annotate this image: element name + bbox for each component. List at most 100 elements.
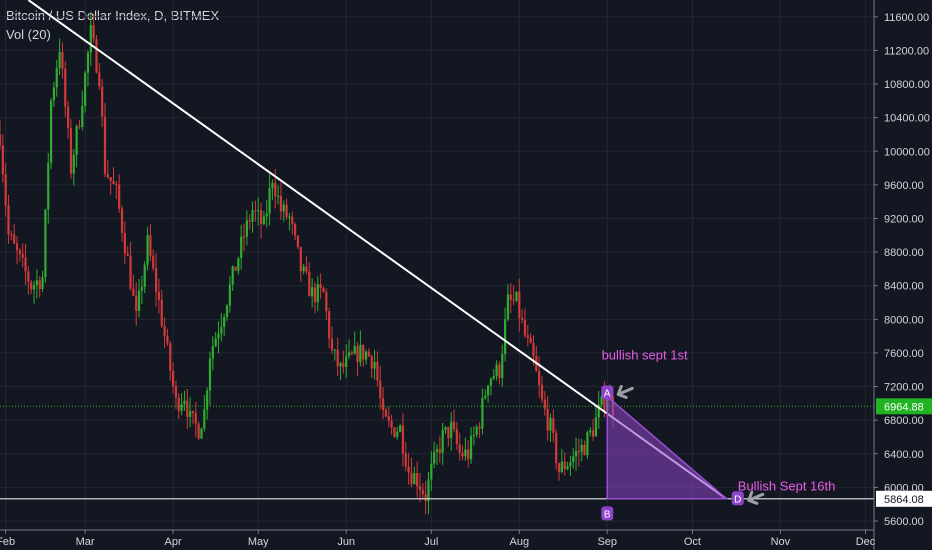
candle-body	[591, 430, 595, 437]
candle-body	[169, 343, 172, 371]
candle-body	[342, 363, 345, 367]
candle-body	[200, 428, 203, 439]
candle-body	[330, 338, 334, 351]
candle-body	[206, 390, 209, 410]
candle-body	[597, 404, 600, 418]
time-tick-label: Feb	[0, 536, 15, 548]
price-tick-label: 6400.00	[884, 449, 924, 461]
candle-body	[464, 449, 467, 457]
candle-body	[333, 349, 336, 351]
candle-body	[223, 317, 226, 327]
candle-body	[67, 106, 70, 128]
candle-body	[435, 449, 439, 452]
candle-body	[7, 205, 10, 235]
candle-body	[203, 409, 206, 429]
candle-body	[95, 38, 98, 73]
candle-body	[569, 462, 572, 467]
candle-body	[81, 105, 84, 127]
candle-body	[370, 356, 373, 369]
price-tag-bg	[876, 490, 932, 507]
candle-body	[407, 466, 410, 473]
candle-body	[311, 287, 314, 297]
candle-body	[78, 126, 81, 128]
candle-body	[24, 257, 27, 272]
candle-body	[64, 68, 67, 107]
candle-body	[574, 451, 578, 457]
candle-body	[118, 184, 121, 209]
candle-body	[143, 264, 146, 288]
candle-body	[15, 243, 19, 251]
price-tick-label: 8000.00	[884, 314, 924, 326]
candle-body	[30, 282, 33, 290]
candle-body	[543, 399, 546, 409]
marker-badge	[601, 506, 614, 521]
candle-body	[540, 384, 544, 400]
candle-body	[416, 473, 419, 487]
candle-body	[268, 188, 271, 214]
time-tick-label: Dec	[856, 536, 876, 548]
candle-body	[362, 344, 365, 360]
candle-body	[427, 479, 430, 502]
candle-body	[149, 235, 152, 256]
candle-body	[146, 235, 149, 265]
annotation-label: bullish sept 1st	[602, 348, 688, 363]
candle-body	[126, 253, 129, 256]
candle-body	[294, 224, 297, 236]
candle-body	[359, 344, 362, 363]
candle-body	[373, 362, 376, 369]
candle-body	[472, 434, 475, 436]
candle-body	[220, 326, 223, 334]
candle-body	[523, 320, 527, 336]
candle-body	[316, 284, 319, 303]
candle-body	[529, 337, 532, 344]
candle-body	[296, 235, 300, 248]
marker-label: D	[734, 494, 741, 505]
candle-body	[580, 444, 583, 452]
candle-body	[234, 266, 237, 271]
triangle-pattern	[606, 395, 729, 500]
candle-body	[299, 247, 302, 272]
candle-body	[21, 253, 24, 258]
candle-body	[75, 126, 78, 155]
candle-body	[4, 174, 7, 206]
candle-body	[112, 180, 115, 184]
candle-body	[279, 195, 283, 212]
candle-body	[35, 280, 38, 286]
candle-body	[191, 411, 195, 413]
candle-body	[194, 412, 197, 424]
candle-body	[120, 208, 124, 233]
candle-body	[319, 284, 322, 289]
candle-body	[384, 410, 388, 417]
candle-body	[467, 449, 470, 460]
candle-body	[572, 456, 575, 463]
candle-body	[555, 432, 558, 464]
candle-body	[498, 364, 501, 379]
candle-body	[504, 319, 507, 354]
candle-body	[350, 352, 353, 354]
candle-body	[538, 371, 541, 385]
candle-body	[180, 404, 183, 411]
current-price-tag: 6964.88	[876, 398, 932, 415]
candle-body	[129, 255, 132, 289]
candle-body	[189, 411, 192, 417]
time-tick-label: Nov	[771, 536, 791, 548]
candle-body	[135, 295, 138, 311]
candle-body	[84, 72, 87, 106]
candle-body	[594, 417, 598, 437]
candle-body	[566, 466, 569, 470]
candle-body	[248, 220, 251, 222]
volume-indicator-label[interactable]: Vol (20)	[6, 27, 51, 42]
candle-body	[379, 380, 382, 399]
candle-body	[13, 234, 16, 244]
candle-body	[254, 210, 257, 212]
candle-body	[0, 134, 2, 146]
candle-body	[557, 463, 561, 473]
marker-badge	[731, 491, 744, 506]
candle-body	[240, 236, 243, 259]
candle-body	[265, 213, 268, 217]
candle-body	[69, 127, 73, 174]
candle-body	[251, 210, 254, 222]
price-tick-label: 6800.00	[884, 415, 924, 427]
candle-body	[302, 266, 305, 272]
